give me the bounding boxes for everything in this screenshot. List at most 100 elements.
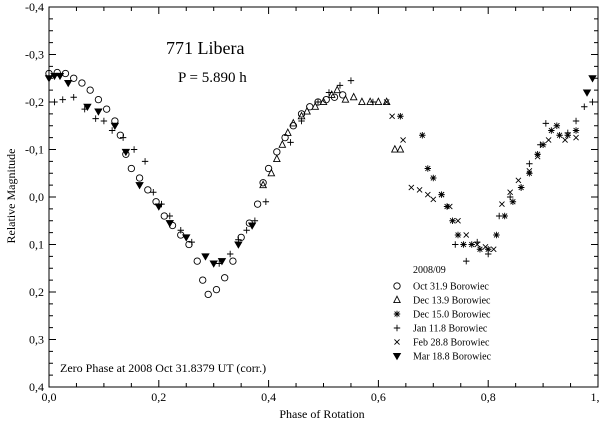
- y-tick-label: 0,3: [29, 333, 44, 347]
- data-point-plus: [287, 139, 294, 146]
- data-point-circle: [144, 186, 152, 194]
- data-point-plus: [51, 98, 58, 106]
- data-point-triangle-up: [333, 85, 342, 94]
- data-point-asterisk: [526, 170, 533, 177]
- data-point-plus: [130, 146, 138, 153]
- data-point-plus: [108, 127, 116, 134]
- x-tick-label: 0,8: [481, 390, 496, 404]
- data-point-plus: [369, 98, 377, 106]
- data-point-triangle-down: [154, 203, 164, 211]
- data-point-circle: [221, 274, 229, 282]
- data-point-plus: [298, 117, 305, 125]
- data-point-triangle-up: [327, 90, 336, 98]
- data-point-triangle-up: [349, 92, 358, 101]
- data-point-plus: [452, 241, 459, 248]
- x-tick-label: 0,4: [261, 390, 276, 404]
- data-point-cross: [424, 191, 431, 198]
- data-point-cross: [438, 191, 445, 198]
- x-tick-label: 1,0: [591, 390, 600, 404]
- data-point-cross: [526, 167, 533, 174]
- series-1: [45, 68, 347, 299]
- legend-marker-cross: [394, 339, 400, 345]
- data-point-triangle-down: [201, 253, 210, 261]
- data-point-cross: [389, 113, 396, 120]
- legend-marker-asterisk: [393, 310, 401, 318]
- ticks: 0,0 0,2 0,4 0,6 0,8 1,0 -0,4 -0,3 -0,2 -0,1 0,0 0,1…: [25, 0, 600, 404]
- data-point-triangle-up: [341, 94, 350, 103]
- data-point-plus: [92, 115, 99, 122]
- y-tick-label: -0,4: [25, 0, 44, 14]
- data-point-plus: [537, 141, 544, 148]
- data-point-cross: [400, 137, 406, 143]
- data-point-triangle-down: [135, 182, 144, 190]
- data-point-circle: [160, 212, 168, 220]
- x-tick-label: 0,6: [371, 390, 386, 404]
- data-point-triangle-down: [165, 220, 174, 228]
- data-point-cross: [383, 99, 390, 105]
- data-point-cross: [507, 189, 514, 196]
- data-point-circle: [70, 74, 78, 82]
- data-point-cross: [416, 186, 423, 193]
- data-point-cross: [482, 243, 489, 250]
- data-point-triangle-down: [94, 108, 103, 116]
- data-point-plus: [177, 227, 184, 234]
- data-point-circle: [135, 174, 144, 182]
- data-point-cross: [463, 232, 470, 238]
- data-point-triangle-down: [217, 258, 227, 266]
- data-point-circle: [237, 233, 245, 242]
- legend-title: 2008/09: [413, 265, 446, 276]
- data-point-cross: [515, 177, 522, 184]
- plot-frame: [48, 6, 599, 388]
- data-point-asterisk: [424, 165, 432, 172]
- data-point-asterisk: [493, 231, 500, 239]
- data-point-cross: [573, 134, 579, 141]
- data-point-asterisk: [454, 231, 462, 239]
- x-tick-label: 0,2: [151, 390, 166, 404]
- legend-entry-label: Jan 11.8 Borowiec: [413, 324, 488, 335]
- data-point-plus: [262, 198, 270, 205]
- data-point-triangle-down: [182, 234, 191, 242]
- series-4: [51, 77, 596, 267]
- data-point-triangle-up: [396, 144, 405, 153]
- data-point-asterisk: [572, 127, 580, 134]
- data-point-triangle-down: [582, 89, 592, 97]
- data-point-circle: [102, 105, 111, 113]
- series-3: [397, 113, 580, 253]
- data-point-cross: [446, 203, 453, 210]
- data-point-circle: [185, 240, 193, 249]
- data-point-plus: [100, 117, 108, 125]
- data-point-cross: [408, 184, 415, 191]
- data-point-triangle-up: [366, 97, 375, 106]
- data-point-triangle-down: [588, 75, 597, 83]
- data-point-triangle-up: [358, 97, 366, 106]
- data-point-triangle-up: [283, 128, 292, 136]
- data-point-plus: [517, 184, 525, 191]
- data-point-circle: [212, 285, 221, 294]
- data-point-cross: [545, 137, 552, 143]
- legend-entry-label: Dec 15.0 Borowiec: [413, 310, 491, 321]
- chart-title: 771 Libera: [166, 38, 244, 58]
- legend-entry-label: Dec 13.9 Borowiec: [413, 296, 491, 307]
- y-tick-label: 0,1: [29, 238, 44, 252]
- legend-marker-triangle-down: [392, 352, 402, 361]
- data-point-triangle-up: [267, 168, 276, 177]
- y-tick-label: -0,2: [25, 95, 44, 109]
- data-point-plus: [542, 120, 550, 127]
- data-point-cross: [562, 137, 568, 143]
- data-point-plus: [564, 129, 572, 137]
- data-point-asterisk: [556, 132, 563, 139]
- data-point-asterisk: [534, 151, 541, 158]
- data-point-asterisk: [460, 241, 467, 248]
- data-point-plus: [166, 212, 173, 220]
- data-point-circle: [229, 257, 237, 265]
- data-point-asterisk: [509, 198, 517, 205]
- data-point-asterisk: [548, 127, 555, 134]
- data-point-asterisk: [501, 212, 508, 220]
- data-point-triangle-up: [272, 154, 281, 163]
- data-point-cross: [553, 122, 560, 129]
- y-tick-label: 0,4: [29, 380, 44, 394]
- data-point-plus: [572, 117, 580, 125]
- series-5: [383, 99, 579, 253]
- data-point-circle: [53, 68, 61, 77]
